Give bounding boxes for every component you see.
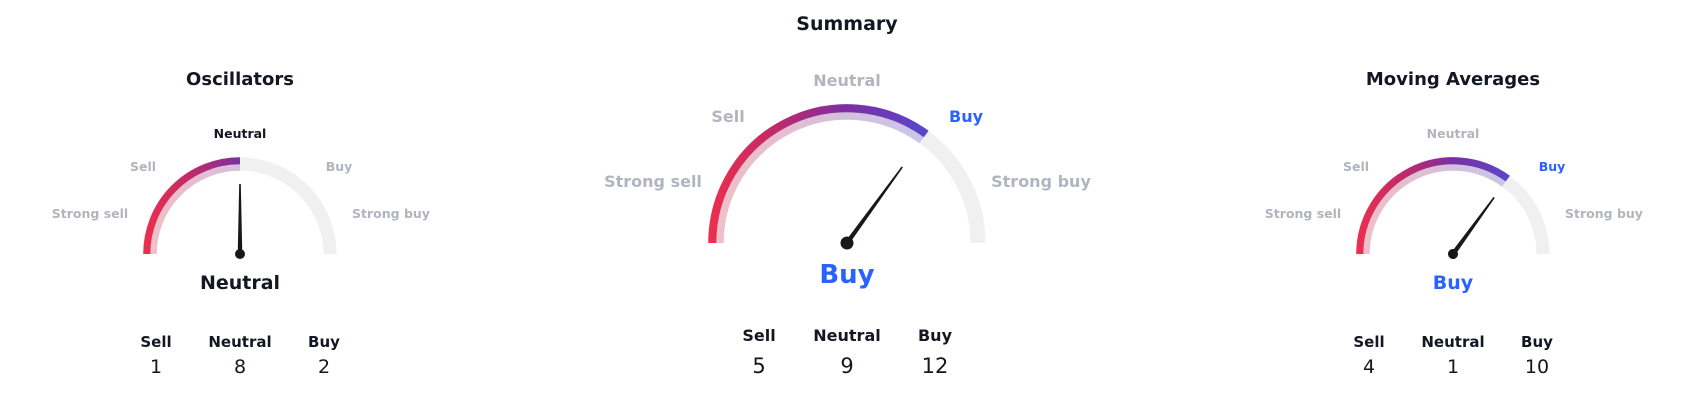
counts-value-buy: 10: [1524, 356, 1550, 378]
gauge-fill-pale: [715, 111, 925, 244]
scale-label-buy: Buy: [325, 158, 353, 174]
counts-value-neutral: 1: [1446, 356, 1460, 378]
scale-label-strong-buy: Strong buy: [1565, 205, 1643, 221]
scale-label-buy: Buy: [948, 107, 984, 126]
counts-header-row: Sell Neutral Buy: [1223, 333, 1683, 351]
gauge-needle: [1448, 196, 1495, 259]
scale-label-buy: Buy: [1538, 158, 1566, 174]
gauge-fill-pale: [1362, 163, 1507, 255]
counts-value-row: 1 8 2: [10, 356, 470, 379]
gauge-needle: [840, 166, 903, 250]
scale-label-strong-buy: Strong buy: [991, 172, 1091, 191]
needle-pivot-dot: [840, 236, 854, 250]
scale-label-sell: Sell: [129, 158, 157, 174]
gauge-moving-averages: Moving Averages Strong sell Sell Neutral…: [1223, 0, 1683, 406]
counts-value-sell: 1: [149, 356, 163, 378]
gauge-fill: [143, 157, 241, 255]
scale-label-sell: Sell: [1342, 158, 1370, 174]
scale-label-neutral: Neutral: [1426, 125, 1480, 141]
scale-label-strong-sell: Strong sell: [1264, 205, 1342, 221]
status-label: Buy: [819, 260, 875, 290]
counts-header-row: Sell Neutral Buy: [547, 326, 1147, 345]
counts-value-neutral: 9: [840, 354, 854, 378]
counts-header-buy: Buy: [1521, 333, 1553, 351]
counts-value-sell: 4: [1362, 356, 1376, 378]
counts-header-neutral: Neutral: [1421, 333, 1485, 351]
counts-header-sell: Sell: [140, 333, 172, 351]
counts-header-sell: Sell: [742, 326, 776, 345]
counts-header-sell: Sell: [1353, 333, 1385, 351]
gauge-needle: [235, 184, 245, 259]
needle-pivot-dot: [235, 249, 245, 259]
gauge-fill-pale: [149, 163, 241, 255]
scale-label-strong-buy: Strong buy: [352, 205, 430, 221]
gauge-track: [1356, 157, 1550, 255]
scale-label-neutral: Neutral: [213, 125, 267, 141]
gauge-dial: [708, 104, 986, 250]
needle-pivot-dot: [1448, 249, 1458, 259]
gauge-fill: [708, 104, 929, 244]
counts-header-neutral: Neutral: [208, 333, 272, 351]
status-label: Buy: [1432, 272, 1474, 294]
gauge-dial: [143, 157, 337, 259]
gauge-oscillators: Oscillators Strong sell Sell Neutral Buy…: [10, 0, 470, 406]
scale-label-strong-sell: Strong sell: [51, 205, 129, 221]
gauge-title: Oscillators: [186, 69, 294, 90]
counts-header-buy: Buy: [308, 333, 340, 351]
counts-value-neutral: 8: [233, 356, 247, 378]
gauge-track: [708, 104, 986, 244]
gauge-fill: [1356, 157, 1510, 255]
gauge-summary: Summary Strong sell Sell Neutral Buy Str…: [547, 0, 1147, 406]
gauge-title: Moving Averages: [1365, 69, 1541, 90]
scale-label-strong-sell: Strong sell: [604, 172, 702, 191]
counts-header-row: Sell Neutral Buy: [10, 333, 470, 351]
counts-value-buy: 2: [317, 356, 331, 378]
scale-label-neutral: Neutral: [813, 71, 881, 90]
counts-value-row: 5 9 12: [547, 354, 1147, 379]
gauge-dial: [1356, 157, 1550, 259]
counts-header-buy: Buy: [917, 326, 952, 345]
counts-value-sell: 5: [752, 354, 766, 378]
counts-header-neutral: Neutral: [813, 326, 881, 345]
counts-value-row: 4 1 10: [1223, 356, 1683, 379]
counts-value-buy: 12: [921, 354, 949, 378]
gauge-title: Summary: [796, 13, 898, 35]
status-label: Neutral: [199, 272, 281, 294]
scale-label-sell: Sell: [711, 107, 745, 126]
